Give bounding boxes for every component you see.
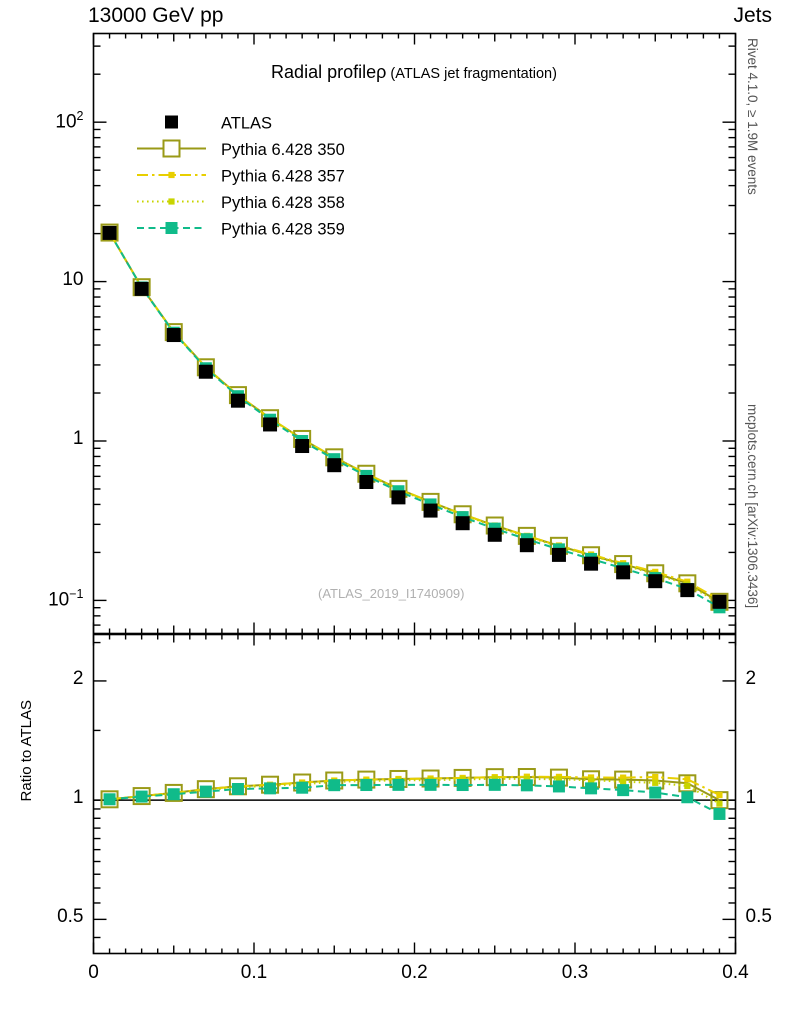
ratio-series-pythia-6-428-359-marker (103, 793, 116, 806)
ratio-series-pythia-6-428-359-marker (328, 779, 341, 792)
series-atlas-marker (263, 417, 278, 432)
series-atlas-marker (198, 364, 213, 379)
header-beam-label: 13000 GeV pp (88, 4, 224, 27)
legend-item-pythia-6-428-350-marker (162, 139, 181, 158)
main-panel-ticks (92, 33, 737, 634)
ratio-series-pythia-6-428-359-marker (681, 791, 694, 804)
ratio-series-pythia-6-428-359-marker (552, 780, 565, 793)
series-atlas-marker (616, 565, 631, 580)
ratio-panel-data (93, 768, 736, 820)
series-atlas-marker (551, 547, 566, 562)
series-atlas-marker (455, 516, 470, 531)
ratio-series-pythia-6-428-359-marker (167, 788, 180, 801)
ratio-y-tick-label-left: 1 (72, 787, 84, 809)
series-atlas-marker (648, 574, 663, 589)
x-tick-label: 0.3 (561, 961, 589, 983)
legend-item-pythia-6-428-357-label: Pythia 6.428 357 (221, 168, 345, 186)
ratio-y-tick-label-left: 2 (72, 667, 84, 689)
ratio-series-pythia-6-428-359-marker (520, 779, 533, 792)
series-pythia-6-428-358-line (108, 232, 720, 605)
legend-item-pythia-6-428-359-label: Pythia 6.428 359 (221, 221, 345, 239)
title-rho-symbol: ρ (376, 62, 387, 82)
series-atlas-marker (712, 594, 727, 609)
main-y-tick-label: 102 (55, 109, 84, 133)
series-pythia-6-428-350-marker (100, 223, 119, 242)
legend-item-atlas-label: ATLAS (221, 115, 272, 133)
ratio-y-tick-label-right: 1 (745, 787, 757, 809)
series-atlas-marker (519, 538, 534, 553)
title-main-text: Radial profile (271, 62, 377, 82)
series-atlas-marker (295, 439, 310, 454)
x-tick-label: 0.2 (401, 961, 428, 983)
x-tick-label: 0.4 (722, 961, 749, 983)
ratio-series-pythia-6-428-359-marker (488, 778, 501, 791)
ratio-series-pythia-6-428-359-marker (713, 807, 726, 820)
main-panel-data (100, 223, 729, 614)
title-paren-text: (ATLAS jet fragmentation) (390, 66, 557, 82)
series-atlas-marker (230, 393, 245, 408)
legend-item-pythia-6-428-357-marker (168, 171, 175, 179)
ratio-y-tick-label-left: 0.5 (57, 906, 84, 928)
series-pythia-6-428-350-line (108, 232, 720, 603)
series-atlas-marker (102, 225, 117, 240)
series-atlas-marker (327, 458, 342, 473)
ratio-panel-frame (92, 633, 737, 955)
ratio-series-pythia-6-428-359-marker (392, 778, 405, 791)
series-atlas-marker (166, 328, 181, 343)
ratio-series-pythia-6-428-358-line (109, 777, 720, 805)
ratio-series-pythia-6-428-359-marker (585, 782, 598, 795)
legend-item-pythia-6-428-359-marker (165, 222, 178, 234)
main-frame-rect (92, 32, 737, 635)
ratio-panel-ticks (92, 634, 737, 954)
legend: ATLAS Pythia 6.428 350 Pythia 6.428 357 Pyt… (137, 115, 345, 239)
ratio-series-pythia-6-428-357-marker (652, 773, 659, 781)
ratio-series-pythia-6-428-359-marker (456, 779, 469, 792)
main-y-tick-label: 10−1 (48, 587, 84, 611)
ratio-series-pythia-6-428-359-marker (199, 785, 212, 798)
ratio-series-pythia-6-428-359-marker (649, 786, 662, 799)
ratio-series-pythia-6-428-359-marker (360, 779, 373, 792)
series-atlas-marker (584, 556, 599, 571)
series-pythia-6-428-357-line (108, 232, 720, 601)
x-tick-label: 0 (88, 961, 99, 983)
ratio-series-pythia-6-428-359-marker (424, 778, 437, 791)
series-atlas-marker (359, 475, 374, 490)
header-category-label: Jets (733, 4, 772, 27)
ratio-series-pythia-6-428-359-marker (135, 790, 148, 803)
ratio-series-pythia-6-428-359-marker (231, 783, 244, 796)
main-y-tick-label: 10 (62, 268, 84, 290)
analysis-id-watermark: (ATLAS_2019_I1740909) (318, 586, 465, 601)
ratio-series-pythia-6-428-357-marker (716, 791, 723, 799)
ratio-series-pythia-6-428-358-marker (620, 778, 627, 785)
series-atlas-marker (423, 503, 438, 518)
series-atlas-marker (134, 281, 149, 296)
ratio-series-pythia-6-428-358-marker (587, 777, 595, 784)
mcplots-source-label: mcplots.cern.ch [arXiv:1306.3436] (745, 404, 760, 609)
page-title: Radial profileρ (ATLAS jet fragmentation… (93, 62, 735, 83)
main-panel-frame (92, 32, 737, 635)
ratio-series-pythia-6-428-359-marker (296, 781, 309, 794)
ratio-series-pythia-6-428-359-marker (264, 782, 277, 795)
legend-item-pythia-6-428-350-label: Pythia 6.428 350 (221, 141, 345, 159)
ratio-series-pythia-6-428-357-marker (684, 776, 691, 783)
ratio-y-tick-label-right: 0.5 (745, 906, 772, 928)
ratio-series-pythia-6-428-358-marker (652, 779, 659, 786)
series-atlas-marker (391, 490, 406, 505)
rivet-version-label: Rivet 4.1.0, ≥ 1.9M events (745, 38, 760, 195)
series-pythia-6-428-359-line (108, 232, 720, 609)
ratio-y-tick-label-right: 2 (745, 667, 757, 689)
series-atlas-marker (680, 583, 695, 598)
legend-item-atlas-marker (165, 115, 178, 129)
legend-item-pythia-6-428-358-label: Pythia 6.428 358 (221, 194, 345, 212)
legend-item-pythia-6-428-358-marker (168, 198, 175, 205)
series-atlas-marker (487, 527, 502, 542)
x-tick-label: 0.1 (240, 961, 268, 983)
ratio-series-pythia-6-428-358-marker (716, 800, 723, 807)
ratio-series-pythia-6-428-359-marker (617, 784, 630, 797)
ratio-frame-rect (92, 633, 737, 955)
ratio-series-pythia-6-428-358-marker (684, 782, 691, 790)
main-y-tick-label: 1 (72, 427, 84, 449)
